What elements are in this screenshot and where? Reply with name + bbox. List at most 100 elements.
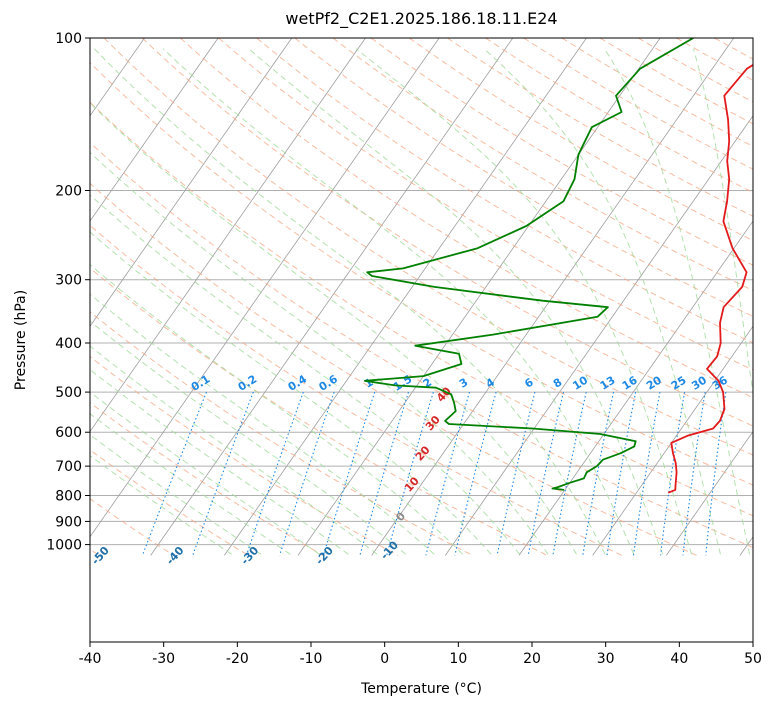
dry-adiabat-line	[523, 38, 753, 170]
mixing-ratio-line	[192, 391, 254, 556]
axes: -40 -30 -20 -10 0 10 20 30 40 5010020030040050060…	[46, 31, 762, 667]
mixing-ratio-line	[322, 391, 376, 556]
moist-adiabat-line	[90, 368, 349, 555]
mixing-ratio-line	[705, 392, 727, 556]
dry-adiabat-line	[90, 449, 249, 556]
mixing-ratio-line	[606, 392, 637, 556]
dry-adiabat-line	[90, 141, 753, 549]
dry-adiabat-line	[637, 38, 753, 103]
x-tick-label: 20	[523, 651, 541, 667]
moist-adiabat-line	[162, 48, 635, 555]
profile-lines	[364, 38, 753, 494]
x-tick-label: 30	[597, 651, 615, 667]
dry-adiabat-line	[90, 182, 697, 556]
moist-adiabat-line	[90, 345, 378, 555]
dry-adiabat-line	[447, 38, 753, 217]
isotherm-line	[518, 220, 753, 556]
x-tick-label: -20	[226, 651, 249, 667]
dry-adiabat-line	[90, 101, 753, 517]
y-axis-label: Pressure (hPa)	[13, 290, 29, 390]
moist-adiabat-line	[355, 48, 692, 555]
isotherm-line	[666, 430, 753, 556]
mixing-ratio-line	[659, 392, 686, 556]
dry-adiabat-label: -20	[313, 544, 336, 568]
y-tick-label: 600	[55, 425, 82, 441]
mixing-ratio-line	[454, 391, 497, 556]
y-tick-label: 300	[55, 273, 82, 289]
mixing-ratio-label: 3	[457, 376, 470, 391]
mixing-ratio-line	[359, 391, 410, 556]
x-tick-label: 0	[380, 651, 389, 667]
isotherm-line	[297, 38, 661, 556]
mixing-ratio-label: 0.6	[317, 372, 341, 394]
moist-adiabat-line	[759, 49, 775, 555]
dry-adiabat-line	[90, 401, 324, 556]
dry-adiabat-line	[409, 38, 753, 242]
mixing-ratio-label: 20	[644, 373, 664, 392]
mixing-ratio-line	[386, 391, 434, 556]
dry-adiabat-line	[294, 38, 753, 317]
dry-adiabat-line	[103, 38, 753, 456]
dry-adiabat-line	[256, 38, 753, 344]
mixing-ratio-line	[682, 392, 706, 556]
moist-adiabat-line	[90, 455, 232, 555]
moist-adiabat-line	[90, 293, 435, 555]
mixing-ratio-label: 25	[669, 374, 689, 393]
dry-adiabat-line	[752, 38, 753, 39]
mixing-ratio-label: 2	[421, 376, 434, 391]
plot-frame	[89, 37, 754, 643]
x-tick-label: 50	[744, 651, 762, 667]
dewpoint-profile-line	[364, 38, 694, 491]
isotherm-line	[90, 38, 366, 433]
mixing-ratio-line	[582, 392, 615, 556]
x-tick-label: 10	[449, 651, 467, 667]
mixing-ratio-label: 10	[570, 373, 590, 392]
mixing-ratio-line	[279, 391, 335, 556]
moist-adiabat-line	[90, 264, 464, 555]
dry-adiabat-line	[90, 224, 623, 556]
y-tick-label: 900	[55, 514, 82, 530]
moist-adiabat-line	[90, 194, 520, 555]
dry-adiabat-label: 10	[402, 474, 422, 494]
isotherm-line	[739, 536, 753, 556]
isotherm-line	[90, 38, 219, 222]
x-tick-label: -30	[152, 651, 175, 667]
dry-adiabat-line	[180, 38, 753, 399]
moist-adiabat-line	[90, 231, 492, 555]
dry-adiabat-line	[370, 38, 753, 266]
mixing-ratio-label: 30	[689, 373, 709, 392]
isotherm-line	[0, 38, 71, 555]
y-tick-label: 500	[55, 385, 82, 401]
moist-adiabat-line	[90, 320, 407, 555]
y-tick-label: 100	[55, 31, 82, 47]
mixing-ratio-label: 6	[522, 375, 536, 390]
dry-adiabat-line	[714, 38, 753, 60]
dry-adiabat-line	[90, 311, 473, 556]
moist-adiabat-line	[90, 434, 262, 555]
mixing-ratio-label: 4	[484, 375, 498, 390]
dry-adiabat-line	[332, 38, 753, 292]
dry-adiabat-line	[90, 267, 548, 556]
isotherm-line	[592, 325, 753, 556]
x-tick-label: -10	[300, 651, 323, 667]
mixing-ratio-label: 1	[362, 376, 375, 391]
background-lines	[0, 38, 775, 556]
dry-adiabat-label: -40	[164, 544, 187, 568]
isotherm-line	[90, 38, 293, 327]
dry-adiabat-line	[676, 38, 753, 81]
dry-adiabat-line	[90, 355, 399, 556]
temperature-profile-line	[667, 63, 753, 494]
moist-adiabat-line	[483, 48, 721, 555]
moist-adiabat-line	[693, 48, 753, 397]
moist-adiabat-line	[90, 391, 320, 555]
mixing-ratio-label: 0.4	[286, 372, 310, 394]
dry-adiabat-line	[141, 38, 753, 427]
moist-adiabat-line	[93, 48, 606, 555]
dry-adiabat-line	[218, 38, 753, 371]
mixing-ratio-line	[632, 392, 661, 556]
moist-adiabat-line	[90, 151, 549, 555]
y-tick-label: 700	[55, 459, 82, 475]
moist-adiabat-line	[248, 48, 664, 555]
moist-adiabat-line	[90, 413, 291, 555]
x-tick-label: 40	[670, 651, 688, 667]
